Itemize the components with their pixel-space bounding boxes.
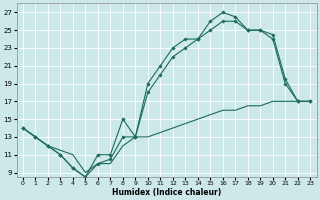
X-axis label: Humidex (Indice chaleur): Humidex (Indice chaleur) [112,188,221,197]
